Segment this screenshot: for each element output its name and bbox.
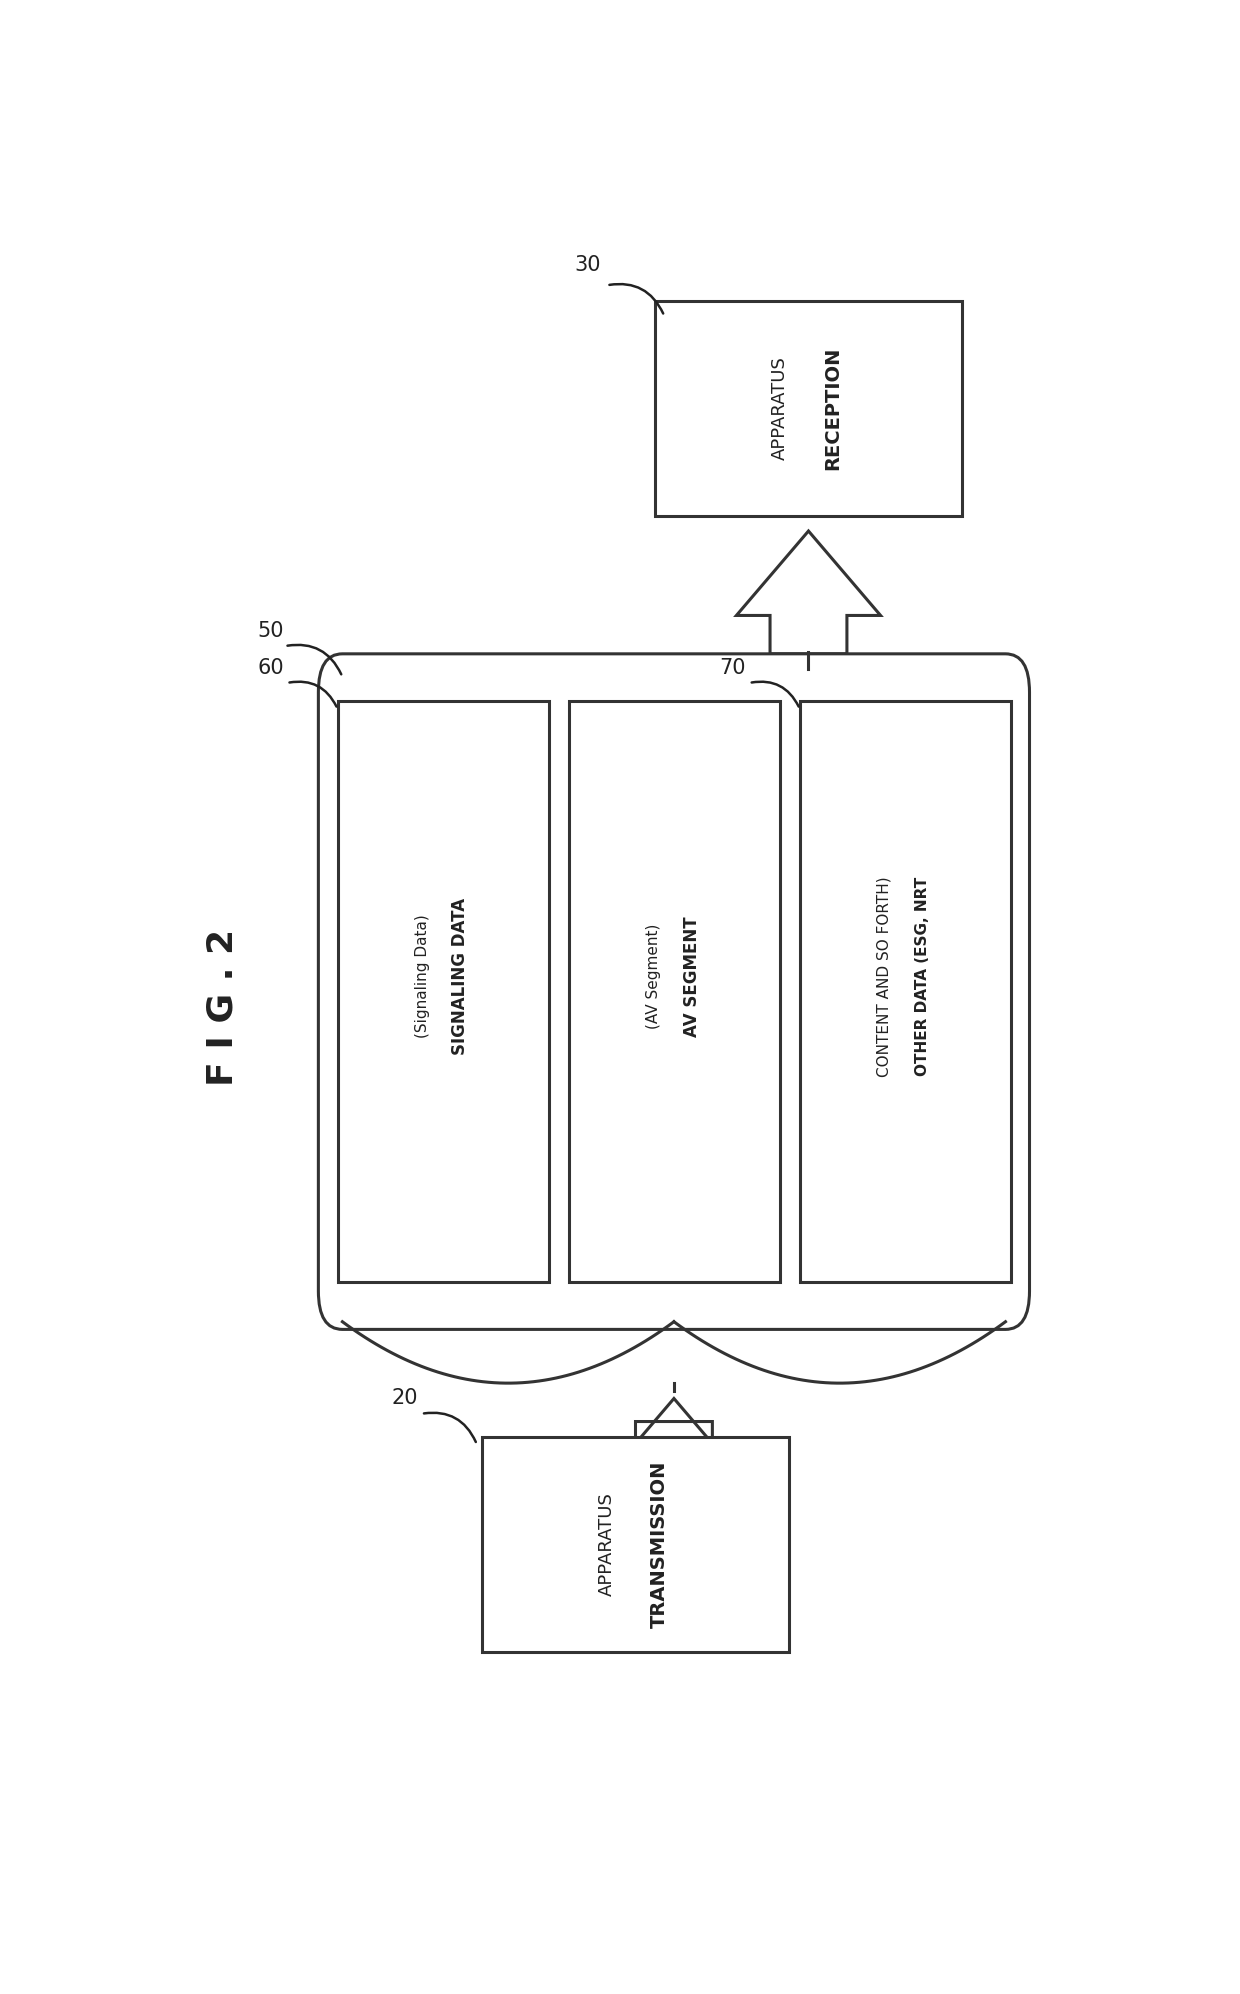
Text: AV SEGMENT: AV SEGMENT	[682, 915, 701, 1037]
Text: 70: 70	[719, 658, 745, 678]
Text: 30: 30	[574, 255, 600, 275]
FancyBboxPatch shape	[655, 301, 962, 516]
Text: TRANSMISSION: TRANSMISSION	[650, 1462, 670, 1627]
FancyBboxPatch shape	[319, 654, 1029, 1330]
Text: OTHER DATA (ESG, NRT: OTHER DATA (ESG, NRT	[915, 877, 930, 1077]
Polygon shape	[601, 1398, 746, 1484]
Text: SIGNALING DATA: SIGNALING DATA	[451, 897, 470, 1055]
FancyBboxPatch shape	[481, 1438, 789, 1651]
FancyBboxPatch shape	[569, 702, 780, 1282]
Polygon shape	[737, 530, 880, 654]
Text: 60: 60	[257, 658, 284, 678]
Text: 50: 50	[257, 620, 284, 640]
Text: APPARATUS: APPARATUS	[770, 357, 789, 461]
Text: 20: 20	[392, 1388, 418, 1408]
FancyBboxPatch shape	[800, 702, 1011, 1282]
FancyBboxPatch shape	[337, 702, 549, 1282]
Text: APPARATUS: APPARATUS	[598, 1492, 616, 1597]
Text: RECEPTION: RECEPTION	[823, 347, 842, 471]
Text: (AV Segment): (AV Segment)	[646, 923, 661, 1029]
Text: CONTENT AND SO FORTH): CONTENT AND SO FORTH)	[877, 875, 892, 1077]
Text: (Signaling Data): (Signaling Data)	[414, 915, 429, 1039]
Text: F I G . 2: F I G . 2	[206, 929, 239, 1085]
